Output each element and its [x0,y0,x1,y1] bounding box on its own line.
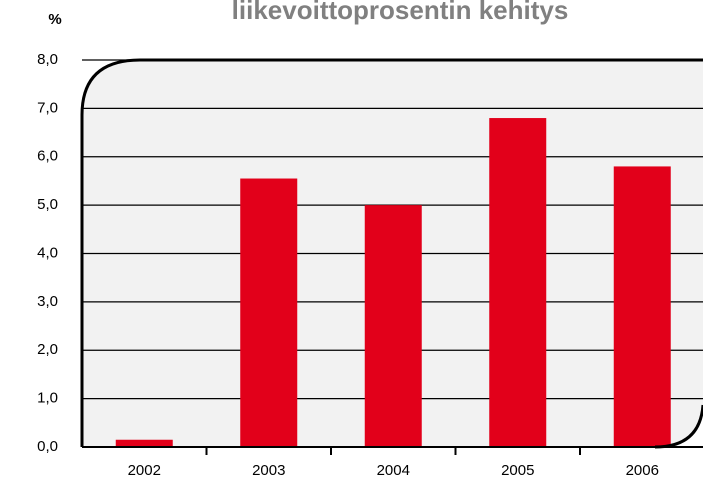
x-tick-label: 2006 [626,462,659,479]
y-tick-label: 1,0 [37,390,58,407]
y-tick-label: 3,0 [37,293,58,310]
bar [613,166,671,448]
y-tick-label: 4,0 [37,244,58,261]
y-axis-label: % [48,11,61,28]
y-tick-label: 2,0 [37,341,58,358]
x-tick-label: 2002 [128,462,161,479]
x-tick-label: 2004 [377,462,410,479]
y-tick-label: 5,0 [37,196,58,213]
y-tick-label: 8,0 [37,51,58,68]
bar [489,118,547,448]
chart-title: liikevoittoprosentin kehitys [232,0,569,25]
y-tick-label: 0,0 [37,438,58,455]
y-tick-label: 7,0 [37,99,58,116]
bar [240,178,298,448]
bar [115,439,173,447]
y-tick-label: 6,0 [37,148,58,165]
x-tick-label: 2005 [501,462,534,479]
bar [364,205,422,447]
x-tick-label: 2003 [252,462,285,479]
